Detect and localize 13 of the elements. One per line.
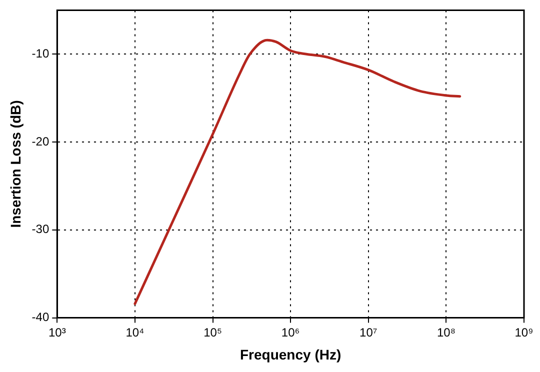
x-tick-label: 10⁸ <box>436 325 456 340</box>
x-axis-title: Frequency (Hz) <box>240 346 342 362</box>
y-tick-label: -30 <box>32 222 50 236</box>
x-tick-label: 10⁹ <box>514 325 534 340</box>
y-tick-label: -20 <box>32 134 50 148</box>
x-tick-label: 10⁷ <box>360 325 378 340</box>
y-axis-title: Insertion Loss (dB) <box>7 100 24 228</box>
x-tick-label: 10⁴ <box>126 325 144 340</box>
y-tick-label: -10 <box>32 46 50 60</box>
x-tick-label: 10⁵ <box>204 325 222 340</box>
x-tick-label: 10⁶ <box>281 325 300 340</box>
y-tick-label: -40 <box>32 310 50 324</box>
x-tick-label: 10³ <box>48 325 66 340</box>
